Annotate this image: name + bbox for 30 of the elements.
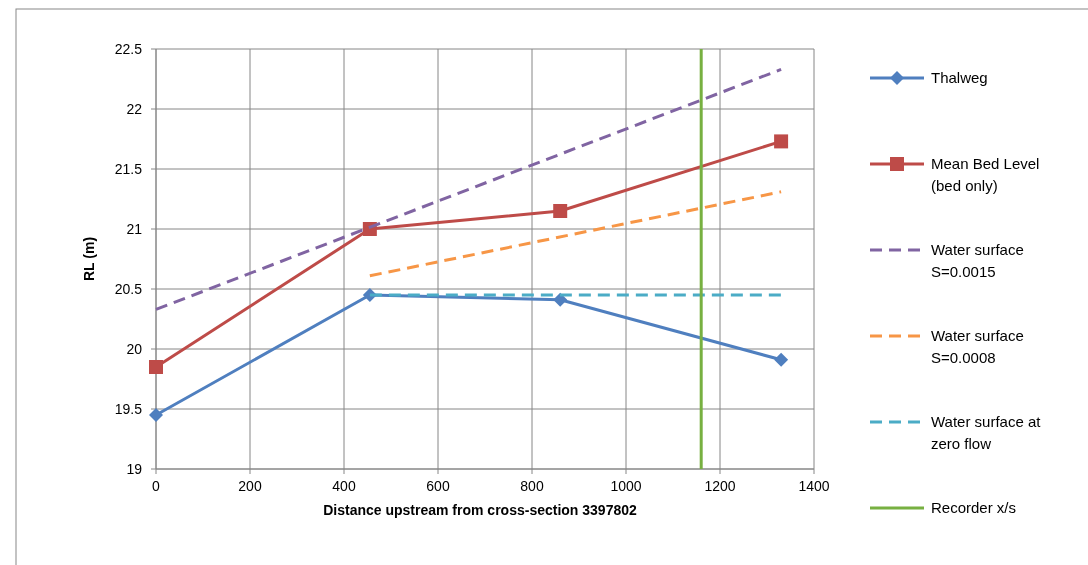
x-axis-title: Distance upstream from cross-section 3397802 <box>323 502 637 518</box>
x-tick-label: 1400 <box>798 478 830 494</box>
legend-label: Mean Bed Level (bed only) <box>931 155 1040 194</box>
point <box>553 204 568 218</box>
point <box>149 360 163 374</box>
x-tick-label: 1000 <box>610 478 642 494</box>
legend-label: Water surface S=0.0008 <box>931 327 1024 366</box>
x-tick-label: 400 <box>332 478 356 494</box>
legend-label: Thalweg <box>931 69 988 86</box>
x-tick-label: 200 <box>238 478 262 494</box>
x-tick-label: 600 <box>426 478 450 494</box>
point <box>149 408 163 422</box>
legend-label: Water surface S=0.0015 <box>931 241 1024 280</box>
y-tick-label: 21 <box>126 221 143 237</box>
x-tick-label: 800 <box>520 478 544 494</box>
y-tick-label: 22.5 <box>114 41 143 57</box>
y-tick-label: 19.5 <box>114 401 143 417</box>
legend-label: Water surface at zero flow <box>931 413 1042 452</box>
point <box>553 292 568 307</box>
y-tick-label: 20 <box>126 341 143 357</box>
y-tick-label: 20.5 <box>114 281 143 297</box>
legend-label: Recorder x/s <box>931 499 1017 516</box>
y-tick-label: 19 <box>126 461 143 477</box>
y-axis-title: RL (m) <box>81 236 97 282</box>
y-tick-label: 22 <box>126 101 143 117</box>
point <box>774 352 789 367</box>
x-tick-label: 1200 <box>704 478 736 494</box>
x-tick-label: 0 <box>152 478 161 494</box>
point <box>774 134 789 149</box>
y-tick-label: 21.5 <box>114 161 143 177</box>
